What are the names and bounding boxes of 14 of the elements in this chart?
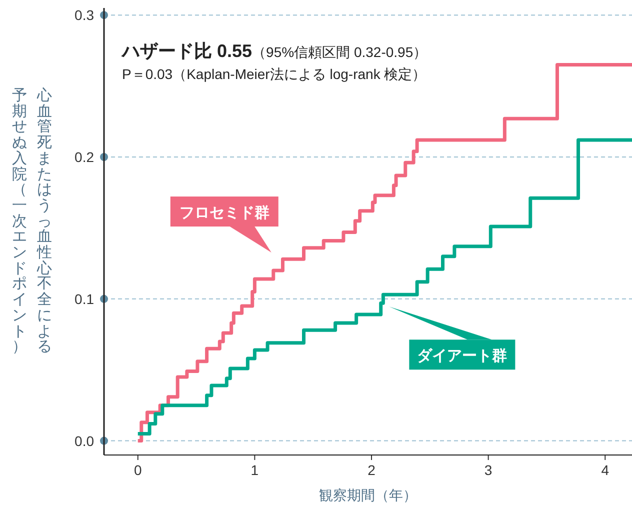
y-tick-label: 0.3 (74, 7, 94, 24)
y-tick-label: 0.0 (74, 432, 94, 449)
x-tick-label: 1 (250, 462, 259, 478)
annotation: （95%信頼区間 0.32-0.95） (252, 44, 428, 60)
y-tick-label: 0.2 (74, 149, 94, 165)
x-tick-label: 4 (601, 462, 610, 478)
x-axis-title: 観察期間（年） (319, 487, 417, 503)
x-tick-label: 3 (484, 462, 492, 478)
x-tick-label: 2 (368, 462, 376, 478)
text: 心血管死またはうっ血性心不全による予期せぬ入院（一次エンドポイント） (12, 87, 52, 356)
y-tick-label: 0.1 (74, 290, 94, 307)
annotation: P＝0.03（Kaplan-Meier法による log-rank 検定） (122, 66, 426, 82)
annotation: ハザード比 0.55 (120, 41, 252, 61)
x-tick-label: 0 (134, 462, 142, 478)
